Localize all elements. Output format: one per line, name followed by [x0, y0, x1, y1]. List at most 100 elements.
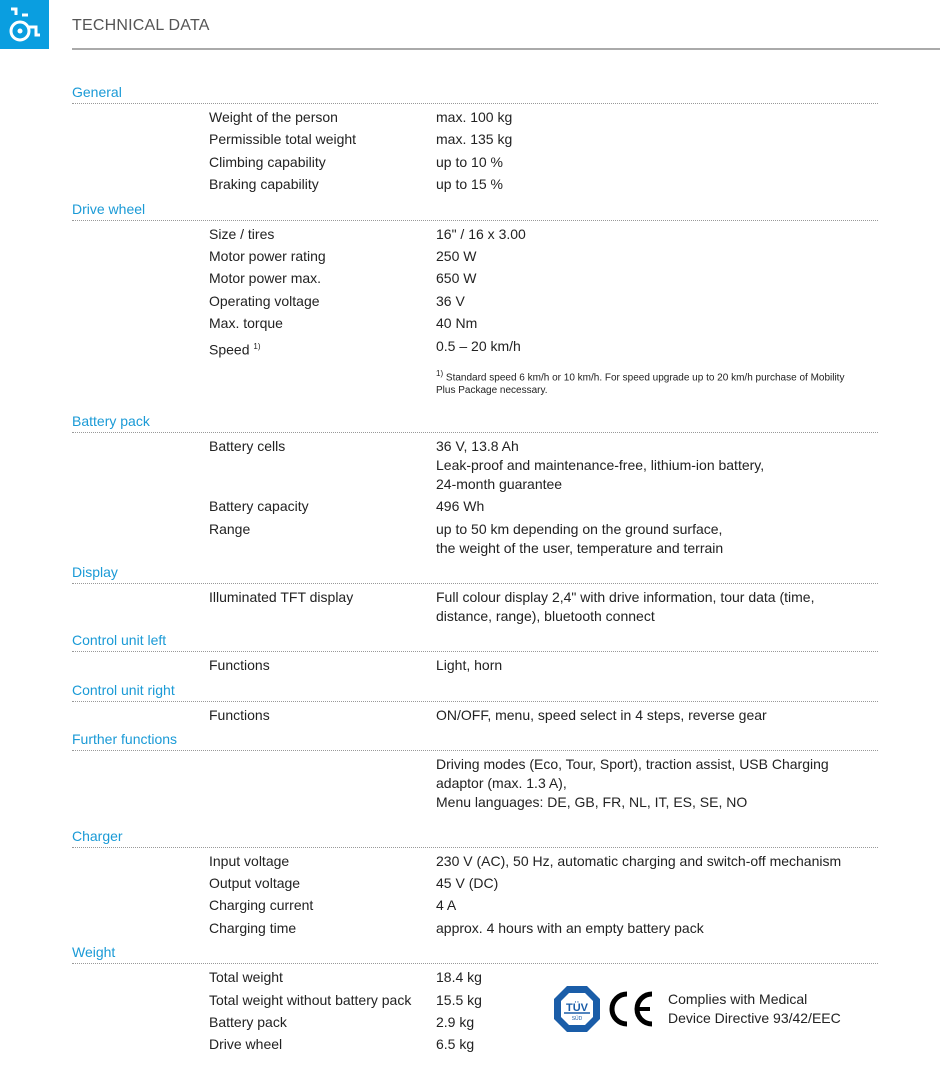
- footnote: 1) Standard speed 6 km/h or 10 km/h. For…: [436, 363, 856, 401]
- section-header: Drive wheel: [72, 198, 878, 221]
- section-gap: [72, 816, 878, 825]
- spec-label: Drive wheel: [209, 1035, 436, 1054]
- spec-value: 230 V (AC), 50 Hz, automatic charging an…: [436, 852, 842, 869]
- svg-text:SÜD: SÜD: [572, 1015, 583, 1022]
- spec-value: 18.4 kg: [436, 969, 482, 986]
- tuv-logo: TÜV SÜD: [554, 986, 600, 1032]
- spec-label-text: Speed: [209, 341, 250, 358]
- spec-value: 6.5 kg: [436, 1036, 475, 1053]
- spec-value: up to 50 km depending on the ground surf…: [436, 520, 724, 556]
- spec-label-text: Range: [209, 520, 251, 537]
- spec-row: Total weight 18.4 kg: [72, 968, 878, 990]
- spec-row: Max. torque 40 Nm: [72, 314, 878, 336]
- spec-label-text: Charging current: [209, 897, 314, 914]
- spec-label: Climbing capability: [209, 153, 436, 172]
- spec-value: 2.9 kg: [436, 1013, 475, 1030]
- spec-row: Range up to 50 km depending on the ground…: [72, 520, 878, 561]
- spec-value: 250 W: [436, 247, 477, 264]
- title-divider: [72, 48, 940, 50]
- spec-label: Total weight without battery pack: [209, 991, 436, 1010]
- spec-label-text: Weight of the person: [209, 109, 338, 125]
- spec-label: Max. torque: [209, 314, 436, 333]
- spec-row: Weight of the person max. 100 kg: [72, 108, 878, 130]
- spec-label-text: Output voltage: [209, 875, 301, 892]
- spec-value: approx. 4 hours with an empty battery pa…: [436, 919, 704, 936]
- spec-label: Battery cells: [209, 437, 436, 494]
- spec-row: Battery pack 2.9 kg: [72, 1013, 878, 1035]
- spec-label: Input voltage: [209, 852, 436, 871]
- spec-row: Input voltage 230 V (AC), 50 Hz, automati…: [72, 852, 878, 874]
- spec-label-text: Input voltage: [209, 852, 290, 869]
- spec-label: Operating voltage: [209, 292, 436, 311]
- spec-label-text: Battery capacity: [209, 498, 309, 515]
- spec-label-text: Charging time: [209, 919, 297, 936]
- spec-value: 15.5 kg: [436, 991, 482, 1008]
- spec-label: Range: [209, 520, 436, 558]
- spec-row: Driving modes (Eco, Tour, Sport), tracti…: [72, 755, 878, 815]
- spec-label-text: Permissible total weight: [209, 131, 357, 148]
- spec-row: Drive wheel 6.5 kg: [72, 1035, 878, 1057]
- spec-value: up to 10 %: [436, 153, 503, 170]
- footnote-marker: 1): [253, 341, 261, 351]
- spec-row: Motor power max. 650 W: [72, 269, 878, 291]
- spec-label: Functions: [209, 706, 436, 725]
- spec-value: max. 135 kg: [436, 131, 513, 148]
- spec-row: Motor power rating 250 W: [72, 247, 878, 269]
- section-header: General: [72, 81, 878, 104]
- spec-value: Driving modes (Eco, Tour, Sport), tracti…: [436, 756, 829, 811]
- section-header: Control unit right: [72, 679, 878, 702]
- spec-label-text: Functions: [209, 706, 270, 723]
- spec-row: Charging time approx. 4 hours with an emp…: [72, 919, 878, 941]
- section-header: Battery pack: [72, 410, 878, 433]
- spec-row: Illuminated TFT display Full colour displ…: [72, 588, 878, 629]
- spec-value: Full colour display 2,4" with drive info…: [436, 589, 815, 625]
- spec-row: Functions ON/OFF, menu, speed select in 4…: [72, 706, 878, 728]
- spec-label: Permissible total weight: [209, 130, 436, 149]
- section-header: Charger: [72, 825, 878, 848]
- spec-value: 496 Wh: [436, 498, 485, 515]
- spec-label-text: Size / tires: [209, 225, 275, 242]
- spec-label: Motor power max.: [209, 269, 436, 288]
- spec-row: Battery cells 36 V, 13.8 Ah Leak-proof an…: [72, 437, 878, 497]
- spec-row: Climbing capability up to 10 %: [72, 153, 878, 175]
- spec-row: Size / tires 16" / 16 x 3.00: [72, 225, 878, 247]
- spec-label: Output voltage: [209, 874, 436, 893]
- spec-label-text: Battery pack: [209, 1013, 287, 1030]
- spec-row: Permissible total weight max. 135 kg: [72, 130, 878, 152]
- spec-label-text: Drive wheel: [209, 1036, 283, 1053]
- spec-row: Output voltage 45 V (DC): [72, 874, 878, 896]
- spec-label: Total weight: [209, 968, 436, 987]
- spec-label-text: Total weight: [209, 969, 283, 986]
- certification-text: Complies with Medical Device Directive 9…: [668, 991, 841, 1026]
- svg-text:TÜV: TÜV: [566, 1001, 589, 1014]
- spec-value: 0.5 – 20 km/h: [436, 337, 521, 354]
- spec-label-text: Functions: [209, 657, 270, 674]
- certification: TÜV SÜD Complies with Medical Device Dir…: [553, 985, 841, 1033]
- spec-label: Motor power rating: [209, 247, 436, 266]
- spec-label: Weight of the person: [209, 108, 436, 127]
- spec-value: 45 V (DC): [436, 875, 499, 892]
- ce-mark: [609, 991, 653, 1027]
- spec-row: Functions Light, horn: [72, 656, 878, 678]
- spec-label: Charging time: [209, 919, 436, 938]
- spec-row: Speed 1) 0.5 – 20 km/h: [72, 337, 878, 363]
- spec-table: General Weight of the person max. 100 kg Pe…: [72, 81, 878, 1058]
- spec-value: 36 V: [436, 292, 465, 309]
- section-gap: [72, 401, 878, 410]
- spec-label: Functions: [209, 656, 436, 675]
- spec-label-text: Motor power rating: [209, 247, 326, 264]
- spec-value: 36 V, 13.8 Ah Leak-proof and maintenance…: [436, 437, 765, 492]
- footnote-text: Standard speed 6 km/h or 10 km/h. For sp…: [436, 371, 845, 397]
- spec-row: Battery capacity 496 Wh: [72, 497, 878, 519]
- spec-label-text: Illuminated TFT display: [209, 589, 354, 606]
- page-title: TECHNICAL DATA: [72, 17, 210, 34]
- spec-value: Light, horn: [436, 657, 503, 674]
- spec-label: Braking capability: [209, 175, 436, 194]
- spec-value: 40 Nm: [436, 315, 478, 332]
- spec-value: up to 15 %: [436, 176, 503, 193]
- spec-value: ON/OFF, menu, speed select in 4 steps, r…: [436, 706, 767, 723]
- wheelchair-icon: [0, 0, 49, 49]
- section-header: Display: [72, 561, 878, 585]
- spec-label-text: Battery cells: [209, 437, 286, 454]
- spec-label-text: Max. torque: [209, 315, 283, 332]
